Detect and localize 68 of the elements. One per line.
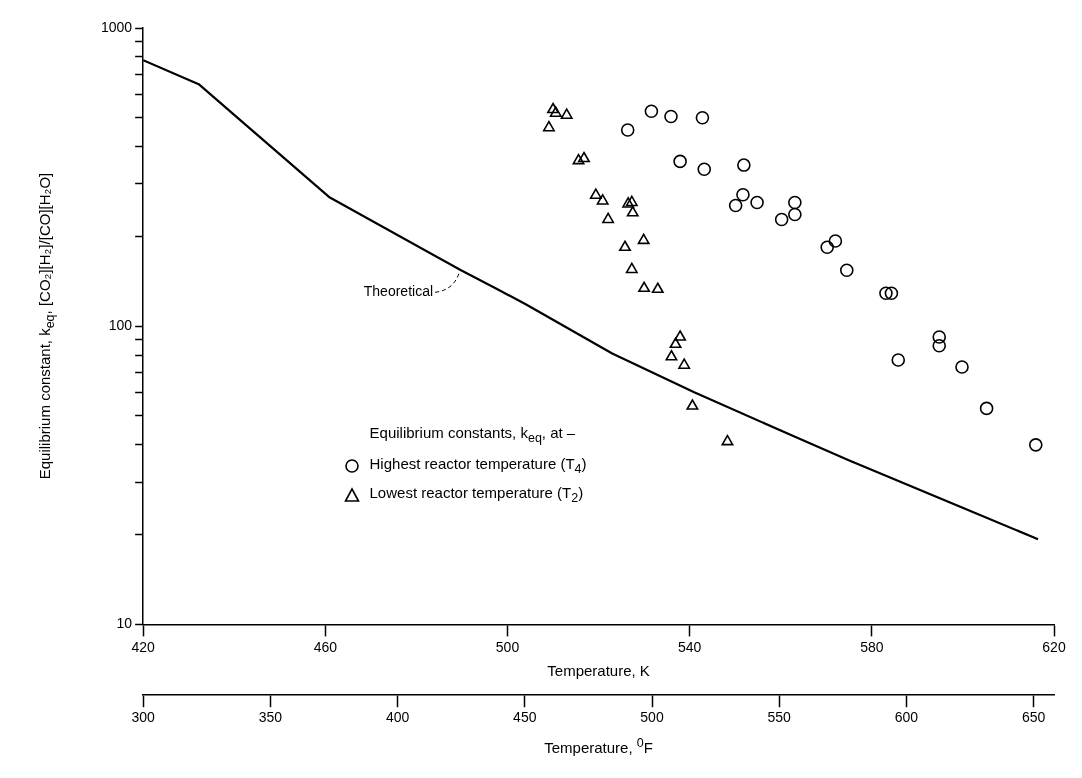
point bbox=[602, 212, 615, 224]
point bbox=[839, 263, 854, 278]
x2-tick-label: 500 bbox=[640, 709, 664, 726]
point bbox=[695, 110, 710, 125]
point bbox=[721, 434, 734, 446]
point bbox=[932, 330, 947, 344]
point bbox=[674, 330, 687, 341]
point bbox=[884, 286, 899, 301]
x-tick-label: 460 bbox=[313, 638, 338, 655]
x2-tick-label: 400 bbox=[385, 709, 410, 726]
point bbox=[572, 153, 585, 165]
point bbox=[669, 337, 682, 349]
point bbox=[589, 188, 602, 199]
x2-tick-label: 350 bbox=[258, 709, 283, 726]
point bbox=[820, 240, 834, 255]
x2-tick-label: 550 bbox=[767, 709, 792, 726]
point bbox=[879, 286, 893, 301]
point bbox=[542, 120, 555, 132]
y-tick-label: 10 bbox=[116, 615, 133, 632]
point bbox=[955, 360, 969, 374]
point bbox=[651, 282, 664, 294]
point bbox=[828, 234, 843, 248]
point bbox=[596, 194, 609, 205]
x2-tick-label: 650 bbox=[1021, 709, 1046, 726]
point bbox=[686, 399, 699, 410]
point bbox=[620, 123, 635, 137]
point bbox=[736, 187, 750, 202]
point bbox=[560, 108, 573, 119]
point bbox=[547, 102, 560, 114]
point bbox=[638, 281, 651, 293]
point bbox=[665, 349, 678, 361]
x-tick-label: 580 bbox=[860, 638, 884, 655]
x-tick-label: 500 bbox=[495, 638, 520, 655]
point bbox=[788, 195, 802, 210]
point bbox=[1028, 438, 1043, 452]
x2-tick-label: 450 bbox=[513, 709, 537, 726]
point bbox=[549, 106, 562, 117]
x2-tick-label: 600 bbox=[894, 709, 919, 726]
x-tick-label: 620 bbox=[1042, 638, 1066, 655]
legend-title: Equilibrium constants, k$_{eq}$, at – bbox=[369, 424, 577, 446]
point bbox=[626, 206, 639, 217]
x2-axis-title: Temperature, $^{0}$F bbox=[544, 736, 653, 756]
point bbox=[644, 104, 659, 118]
point bbox=[932, 338, 947, 353]
series-label: Theoretical bbox=[363, 283, 434, 300]
point bbox=[728, 198, 743, 213]
y-tick-label: 100 bbox=[108, 317, 133, 334]
x-tick-label: 420 bbox=[131, 638, 156, 655]
point bbox=[697, 162, 712, 177]
point bbox=[750, 195, 764, 210]
point bbox=[737, 158, 751, 172]
point bbox=[788, 207, 802, 222]
point bbox=[578, 151, 590, 163]
y-tick-label: 1000 bbox=[100, 18, 133, 35]
point bbox=[673, 154, 687, 169]
point bbox=[637, 233, 650, 245]
x-tick-label: 540 bbox=[677, 638, 702, 655]
x2-tick-label: 300 bbox=[131, 709, 156, 726]
point bbox=[774, 212, 789, 227]
point bbox=[618, 240, 631, 252]
point bbox=[979, 401, 994, 416]
x-axis-title: Temperature, K bbox=[547, 662, 650, 680]
point bbox=[891, 353, 906, 367]
legend-label: Lowest reactor temperature (T$_{2}$) bbox=[369, 484, 584, 506]
point bbox=[664, 109, 678, 124]
point bbox=[678, 358, 691, 369]
legend-label: Highest reactor temperature (T$_{4}$) bbox=[369, 455, 587, 477]
point bbox=[625, 262, 638, 274]
